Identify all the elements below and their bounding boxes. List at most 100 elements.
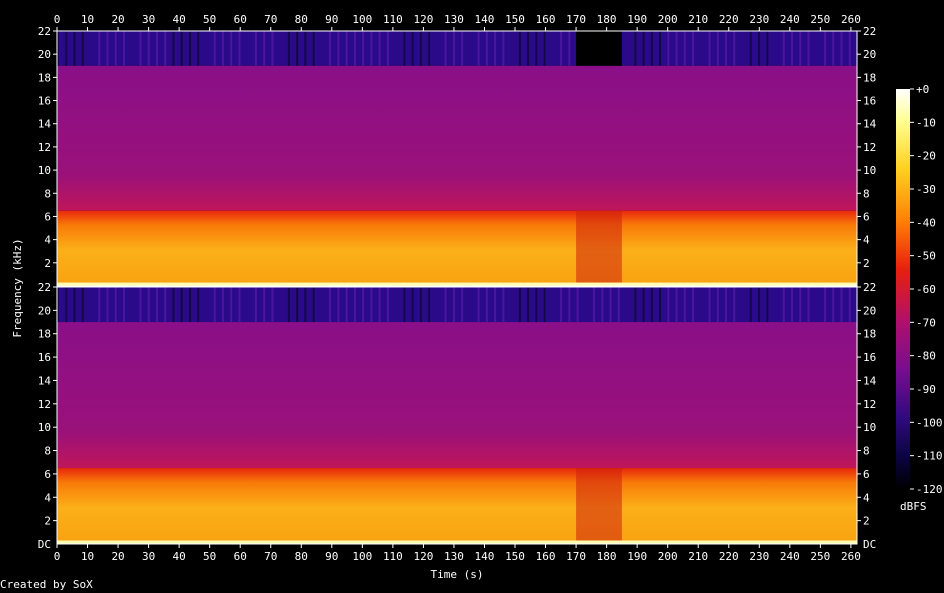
channel-1-striation	[353, 31, 356, 66]
y-tick-label: 2	[44, 515, 51, 528]
channel-2-striation	[749, 287, 752, 323]
channel-1-striation	[659, 31, 662, 66]
channel-2-striation	[98, 287, 101, 323]
channel-2-striation	[848, 287, 851, 323]
y-tick-label: 20	[38, 48, 51, 61]
channel-1-striation	[57, 31, 59, 66]
channel-1-striation	[428, 31, 431, 66]
channel-1-striation	[73, 31, 76, 66]
y-tick-label: 10	[38, 164, 51, 177]
channel-1-striation	[848, 31, 851, 66]
channel-1-striation	[362, 31, 365, 66]
channel-2-striation	[197, 287, 200, 323]
channel-1-striation	[403, 31, 406, 66]
y-tick-label: 10	[38, 421, 51, 434]
channel-2-striation	[452, 287, 455, 323]
x-tick-label: 120	[413, 13, 433, 26]
y-tick-label: 6	[863, 210, 870, 223]
channel-1-striation	[527, 31, 530, 66]
x-tick-label: 30	[142, 550, 155, 563]
channel-1-striation	[221, 31, 224, 66]
channel-2-band-1	[57, 322, 857, 469]
channel-2-striation	[411, 287, 414, 323]
channel-2-striation	[147, 287, 150, 323]
y-tick-label: 16	[863, 351, 876, 364]
y-tick-label: 6	[44, 468, 51, 481]
x-tick-label: 150	[505, 13, 525, 26]
x-tick-label: 110	[383, 550, 403, 563]
x-tick-label: 260	[841, 13, 861, 26]
channel-2-striation	[576, 287, 579, 323]
x-tick-label: 60	[234, 550, 247, 563]
channel-2-striation	[601, 287, 604, 323]
x-tick-label: 50	[203, 13, 216, 26]
x-tick-label: 170	[566, 550, 586, 563]
channel-2-striation	[824, 287, 827, 323]
x-tick-label: 180	[597, 13, 617, 26]
y-tick-label: 18	[38, 71, 51, 84]
colorbar-unit-label: dBFS	[900, 500, 927, 513]
channel-2-striation	[221, 287, 224, 323]
channel-1-striation	[494, 31, 497, 66]
channel-2-striation	[477, 287, 480, 323]
channel-1-quiet-hf-gap	[576, 31, 622, 66]
channel-2-striation	[543, 287, 546, 323]
channel-2-striation	[502, 287, 505, 323]
channel-2-striation	[667, 287, 670, 323]
channel-2-striation	[725, 287, 728, 323]
x-tick-label: 210	[688, 550, 708, 563]
x-tick-label: 80	[295, 13, 308, 26]
channel-1-striation	[824, 31, 827, 66]
y-dc-label: DC	[38, 538, 51, 551]
channel-1-striation	[81, 31, 84, 66]
channel-2-striation	[65, 287, 68, 323]
channel-1-striation	[139, 31, 142, 66]
channel-1-striation	[667, 31, 670, 66]
channel-1-striation	[444, 31, 447, 66]
channel-2-frame	[56, 286, 858, 545]
x-tick-label: 160	[536, 550, 556, 563]
x-tick-label: 150	[505, 550, 525, 563]
y-tick-label: 12	[38, 398, 51, 411]
channel-1-striation	[213, 31, 216, 66]
x-tick-label: 40	[173, 550, 186, 563]
channel-2-striation	[114, 287, 117, 323]
channel-1-striation	[832, 31, 835, 66]
channel-1-striation	[675, 31, 678, 66]
x-tick-label: 60	[234, 13, 247, 26]
channel-1-striation	[197, 31, 200, 66]
y-tick-label: 14	[863, 374, 877, 387]
colorbar-tick-label: -10	[916, 116, 936, 129]
channel-2-striation	[485, 287, 488, 323]
channel-2-striation	[683, 287, 686, 323]
channel-2-striation	[758, 287, 761, 323]
channel-1-striation	[411, 31, 414, 66]
channel-2-striation	[370, 287, 373, 323]
channel-1-striation	[296, 31, 299, 66]
x-tick-label: 260	[841, 550, 861, 563]
channel-2-striation	[609, 287, 612, 323]
x-tick-label: 0	[54, 13, 61, 26]
x-tick-label: 130	[444, 13, 464, 26]
channel-1-striation	[716, 31, 719, 66]
channel-2-striation	[230, 287, 233, 323]
channel-1-band-2	[57, 210, 857, 283]
channel-2-striation	[287, 287, 290, 323]
y-tick-label: 8	[44, 187, 51, 200]
channel-2-band-2	[57, 468, 857, 541]
y-tick-label: 6	[863, 468, 870, 481]
x-tick-label: 190	[627, 13, 647, 26]
channel-2-striation	[155, 287, 158, 323]
y-tick-label: 18	[863, 328, 876, 341]
channel-1-striation	[263, 31, 266, 66]
x-tick-label: 10	[81, 13, 94, 26]
channel-2-striation	[708, 287, 711, 323]
y-tick-label: 6	[44, 210, 51, 223]
x-tick-label: 100	[352, 550, 372, 563]
channel-1-striation	[345, 31, 348, 66]
channel-2-striation	[304, 287, 307, 323]
channel-2-striation	[799, 287, 802, 323]
channel-2-striation	[840, 287, 843, 323]
channel-1-striation	[386, 31, 389, 66]
